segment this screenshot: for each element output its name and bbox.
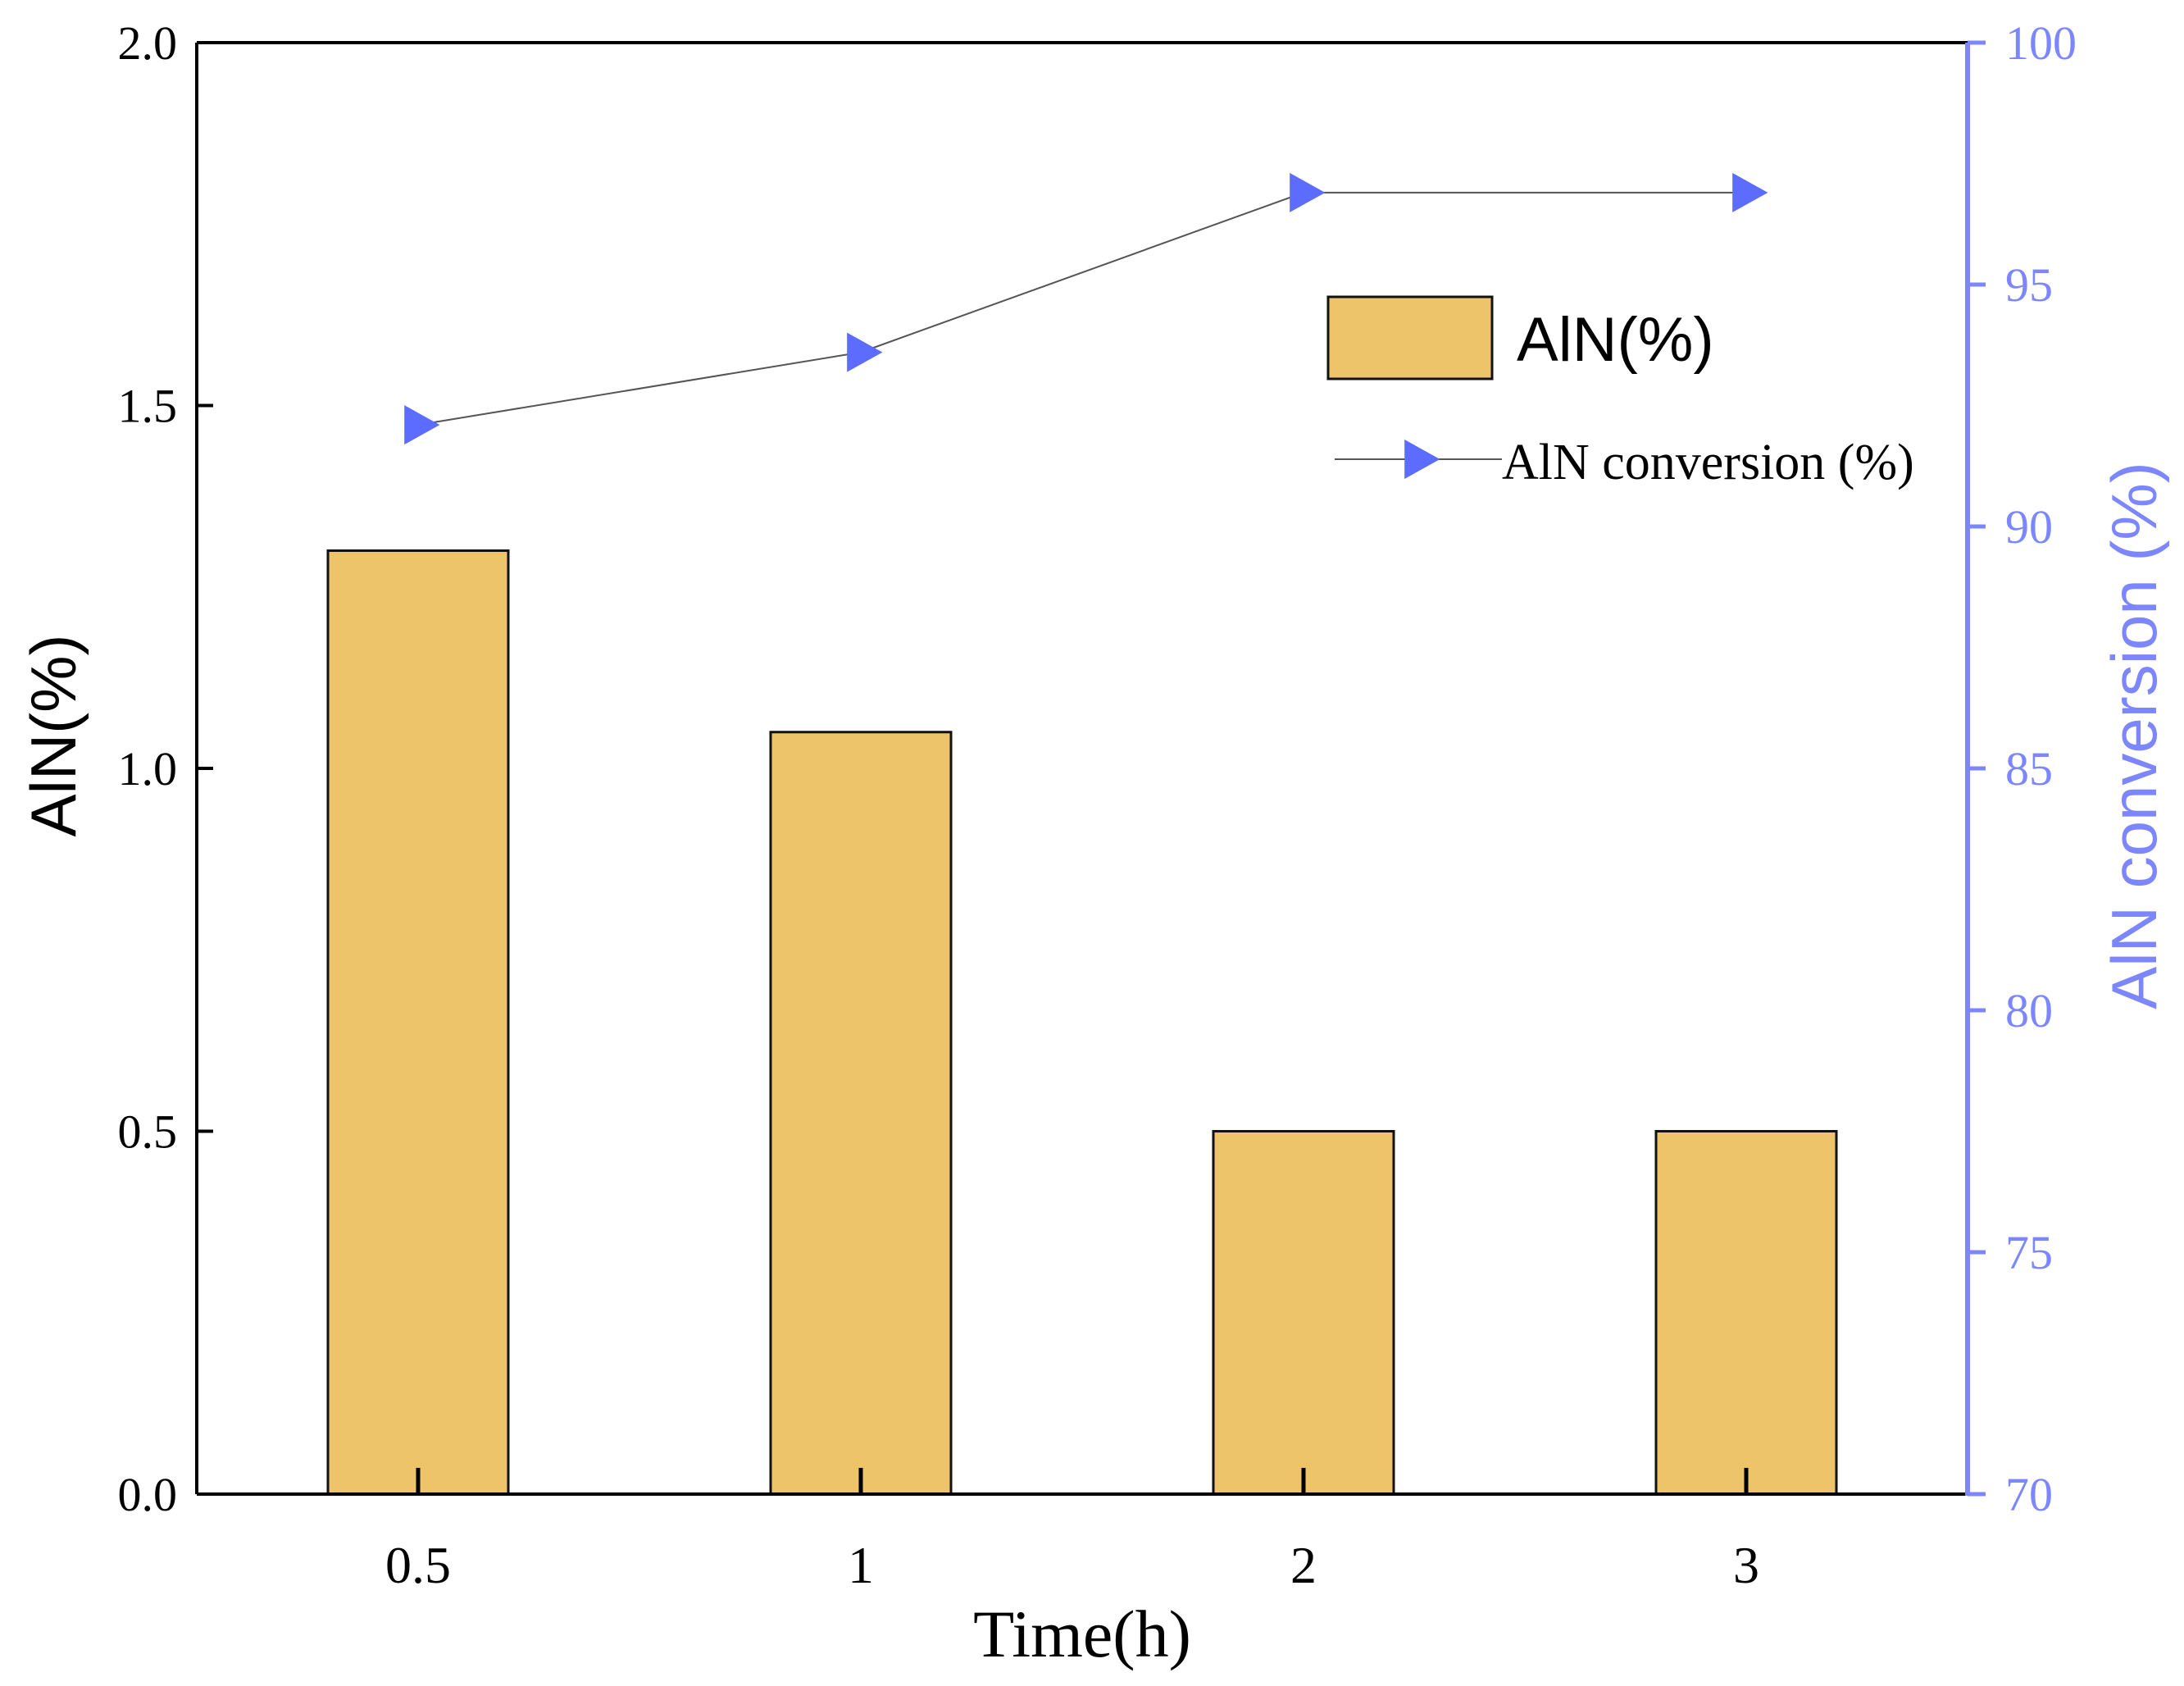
y-axis-left-title: AlN(%) (17, 635, 89, 837)
legend: AlN(%) AlN conversion (%) (1326, 295, 1914, 490)
ytick-left-label-0.0: 0.0 (118, 1468, 178, 1521)
ytick-left-label-1.0: 1.0 (118, 742, 178, 795)
bar-series (326, 549, 1838, 1496)
ytick-left-label-2.0: 2.0 (118, 16, 178, 70)
legend-line-label: AlN conversion (%) (1502, 435, 1914, 490)
y-axis-right-title: AlN conversion (%) (2098, 462, 2170, 1009)
axes: 0.0 0.5 1.0 1.5 2.0 70 75 80 85 90 95 100 0.5 1 2 3 Time… (17, 16, 2170, 1671)
bar-1 (769, 731, 953, 1496)
x-axis-title: Time(h) (973, 1597, 1191, 1671)
line-series (404, 172, 1768, 445)
bar-2 (1212, 1130, 1395, 1496)
ytick-right-label-70: 70 (2005, 1468, 2053, 1521)
conversion-line (417, 191, 1746, 426)
xtick-label-1: 1 (848, 1536, 874, 1594)
xtick-label-2: 2 (1290, 1536, 1317, 1594)
ytick-right-label-90: 90 (2005, 500, 2053, 554)
legend-bar-label: AlN(%) (1517, 305, 1714, 375)
bar-3 (1654, 1130, 1838, 1496)
conversion-point-1 (847, 332, 883, 372)
conversion-point-0.5 (404, 405, 440, 445)
ytick-right-label-85: 85 (2005, 742, 2053, 795)
xtick-label-3: 3 (1733, 1536, 1759, 1594)
xtick-label-0.5: 0.5 (385, 1536, 451, 1594)
ytick-right-label-95: 95 (2005, 258, 2053, 312)
ytick-left-label-0.5: 0.5 (118, 1105, 178, 1159)
ytick-left-label-1.5: 1.5 (118, 380, 178, 433)
ytick-right-label-100: 100 (2005, 16, 2077, 70)
conversion-point-3 (1732, 172, 1768, 212)
bar-0.5 (326, 549, 510, 1496)
ytick-right-label-80: 80 (2005, 984, 2053, 1037)
conversion-point-2 (1290, 172, 1326, 212)
ytick-right-label-75: 75 (2005, 1226, 2053, 1279)
legend-line-marker (1404, 440, 1440, 479)
legend-bar-swatch (1326, 295, 1494, 380)
